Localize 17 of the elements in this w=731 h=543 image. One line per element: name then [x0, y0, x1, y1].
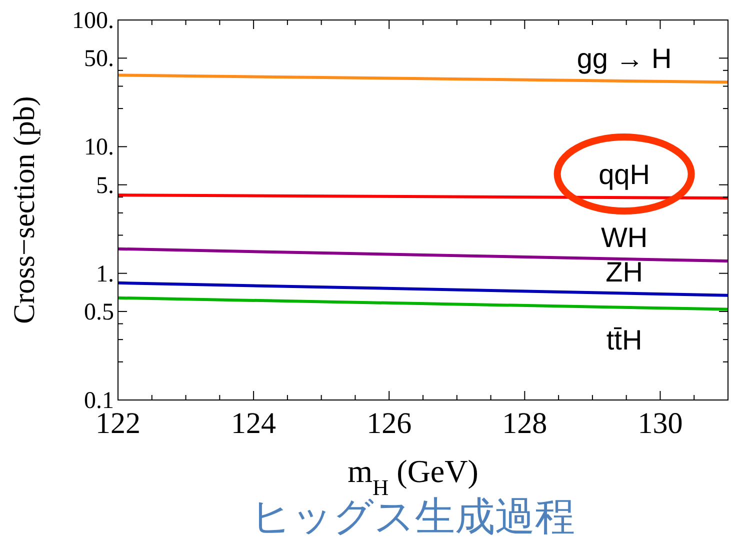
y-axis-title: Cross−section (pb) [8, 96, 41, 324]
y-tick-label: 1. [96, 261, 114, 288]
x-tick-label: 126 [366, 407, 412, 440]
series-name: gg → H [576, 43, 672, 74]
series-name: WH [600, 222, 648, 254]
x-tick-label: 128 [502, 407, 548, 440]
y-tick-label: 10. [84, 134, 114, 161]
x-tick-label: 130 [638, 407, 683, 440]
text: ヒッグス生成過程 [251, 495, 575, 539]
y-tick-label: 5. [96, 172, 114, 199]
y-tick-label: 0.5 [84, 299, 114, 326]
series-name: qqH [598, 159, 650, 190]
y-tick-label: 100. [72, 8, 114, 34]
series-name: ZH [606, 256, 643, 288]
y-tick-label: 50. [84, 46, 114, 72]
x-tick-label: 124 [231, 407, 276, 440]
series-name: tt̄H [606, 324, 642, 356]
